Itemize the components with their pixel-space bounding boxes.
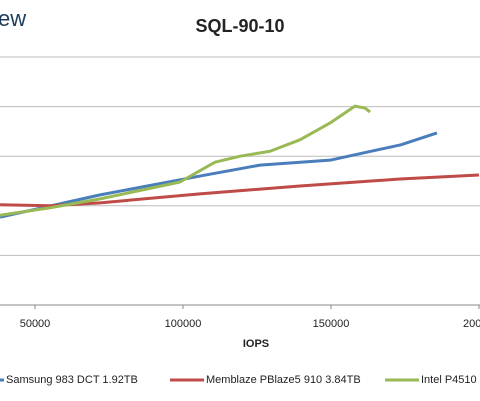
- legend-label: Memblaze PBlaze5 910 3.84TB: [206, 374, 361, 386]
- brand-logo: ew: [0, 6, 26, 31]
- legend-label: Samsung 983 DCT 1.92TB: [6, 374, 138, 386]
- x-axis-label: IOPS: [243, 338, 269, 350]
- x-tick-label: 150000: [313, 318, 350, 330]
- series-line: [0, 104, 372, 217]
- x-tick-label: 50000: [20, 318, 51, 330]
- chart-title: SQL-90-10: [195, 16, 284, 36]
- legend-label: Intel P4510: [421, 374, 477, 386]
- series-line: [0, 173, 480, 208]
- x-tick-label: 200: [463, 318, 480, 330]
- x-tick-label: 100000: [165, 318, 202, 330]
- series-line: [0, 131, 438, 219]
